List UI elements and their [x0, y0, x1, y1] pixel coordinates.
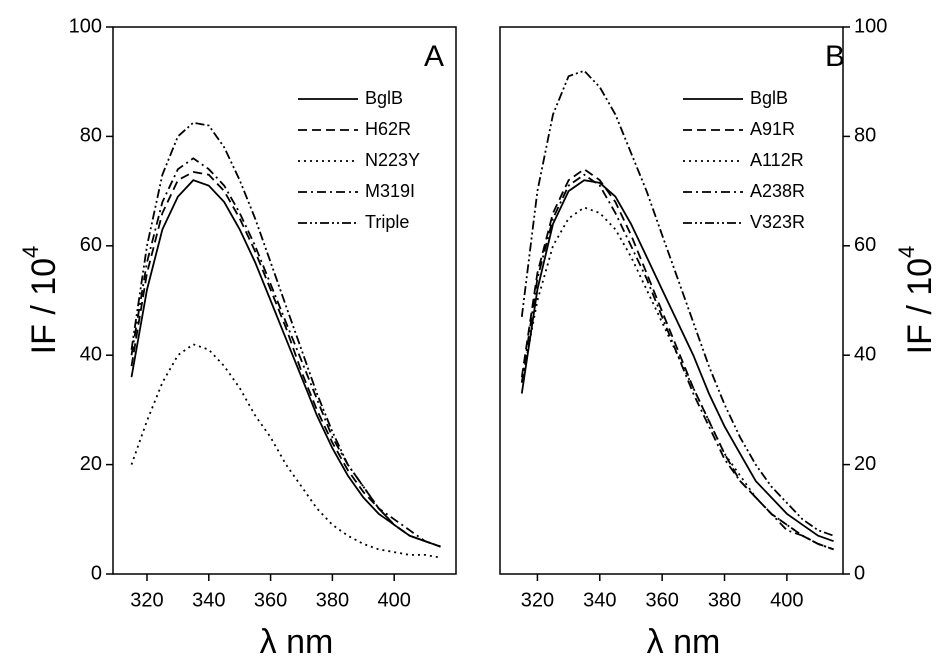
y-tick-label: 80 [80, 125, 102, 147]
series-line [130, 121, 441, 548]
y-axis-label-base: IF / 10 [25, 258, 63, 354]
y-tick-label: 20 [854, 453, 876, 475]
y-tick-label: 80 [854, 125, 876, 147]
y-tick-label: 20 [80, 453, 102, 475]
plot-frame [499, 26, 844, 575]
legend-label: M319I [365, 181, 415, 201]
x-axis-label: λ nm [260, 623, 334, 661]
panel: 320 340 360 380 400 0 20 40 60 80 100 λ nm IF / 104 B… [499, 15, 939, 661]
legend-label: A91R [750, 119, 795, 139]
x-axis-label: λ nm [647, 623, 721, 661]
y-tick-label: 0 [854, 562, 865, 584]
series-line [520, 173, 834, 551]
legend-label: BglB [750, 88, 788, 108]
x-tick-label: 360 [645, 589, 678, 611]
legend-label: N223Y [365, 150, 420, 170]
y-axis-label: IF / 104 [18, 246, 63, 355]
y-axis-label-base: IF / 10 [901, 258, 939, 354]
x-tick-label: 340 [192, 589, 225, 611]
series-line [520, 168, 834, 551]
legend-label: A112R [750, 150, 804, 170]
x-tick-label: 320 [521, 589, 554, 611]
y-tick-label: 60 [854, 234, 876, 256]
y-tick-label: 40 [80, 343, 102, 365]
x-tick-label: 400 [378, 589, 411, 611]
plot-frame [112, 26, 457, 575]
legend-label: V323R [750, 212, 805, 232]
x-tick-label: 340 [583, 589, 616, 611]
x-tick-label: 360 [254, 589, 287, 611]
y-tick-label: 100 [854, 15, 887, 37]
series-line [520, 206, 834, 551]
x-tick-label: 380 [316, 589, 349, 611]
x-tick-label: 320 [130, 589, 163, 611]
panel-label: B [825, 40, 845, 73]
legend-label: H62R [365, 119, 411, 139]
x-tick-label: 380 [708, 589, 741, 611]
y-axis-label-exponent: 4 [894, 246, 919, 258]
series-line [130, 157, 441, 548]
y-axis-label: IF / 104 [894, 246, 939, 355]
series-line [520, 69, 834, 537]
legend-label: Triple [365, 212, 409, 232]
panel-label: A [424, 40, 444, 73]
y-tick-label: 100 [69, 15, 102, 37]
series-line [130, 343, 441, 559]
series-line [130, 179, 441, 548]
legend-label: A238R [750, 181, 805, 201]
y-axis-label-exponent: 4 [18, 246, 43, 258]
y-tick-label: 0 [91, 562, 102, 584]
legend-label: BglB [365, 88, 403, 108]
x-tick-label: 400 [770, 589, 803, 611]
y-tick-label: 60 [80, 234, 102, 256]
panel: 320 340 360 380 400 0 20 40 60 80 100 λ nm IF / 104 A… [18, 15, 457, 661]
series-line [520, 179, 834, 543]
series-line [130, 171, 441, 548]
y-tick-label: 40 [854, 343, 876, 365]
